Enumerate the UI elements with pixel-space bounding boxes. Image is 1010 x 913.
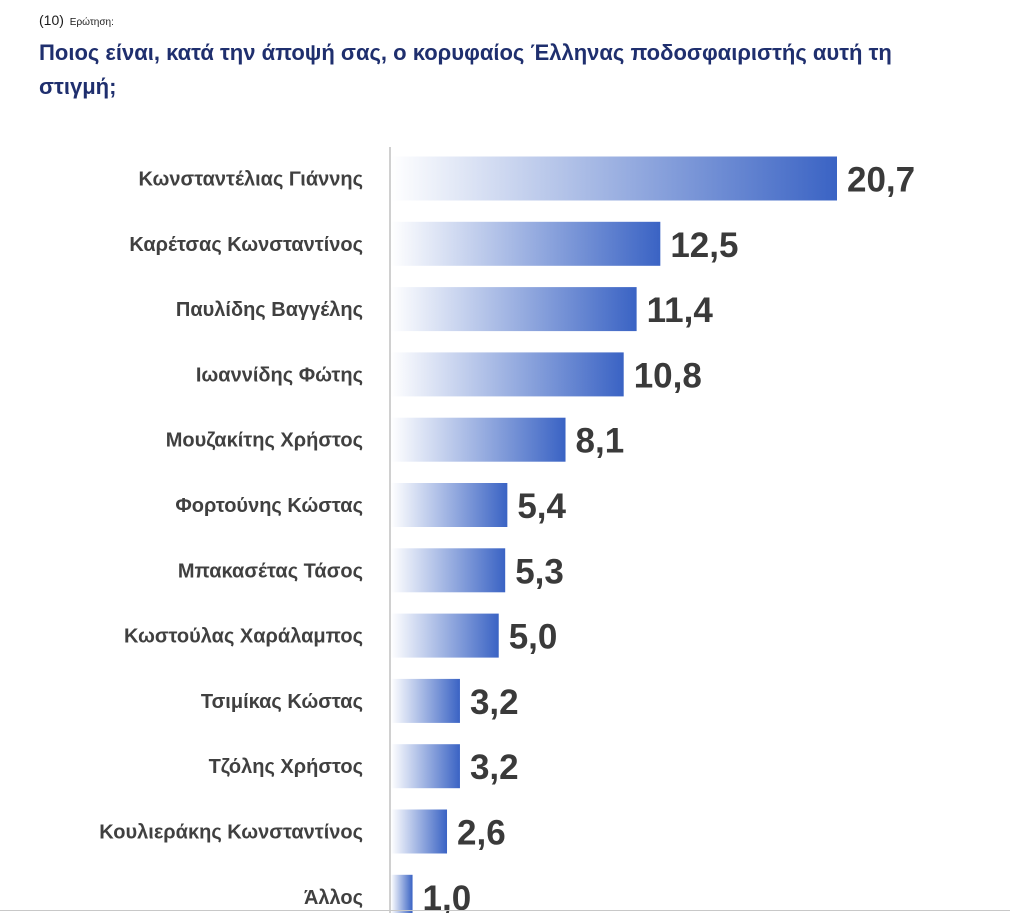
category-label: Μουζακίτης Χρήστος [166,430,363,452]
question-number: (10) Ερώτηση: [39,12,114,28]
category-label: Παυλίδης Βαγγέλης [176,299,363,321]
bar-group: Καρέτσας Κωνσταντίνος 12,5 [129,221,738,266]
value-label: 20,7 [847,161,915,200]
bar-group: Άλλος 1,0 [304,874,472,913]
category-label: Τζόλης Χρήστος [209,756,363,778]
question-number-text: (10) [39,12,64,28]
category-label: Τσιμίκας Κώστας [201,691,363,713]
value-label: 10,8 [634,356,702,395]
bar-group: Κωνσταντέλιας Γιάννης 20,7 [139,156,915,201]
category-label: Φορτούνης Κώστας [175,495,363,517]
question-label: Ερώτηση: [69,17,114,28]
value-label: 5,0 [509,618,558,657]
bar-group: Κουλιεράκης Κωνσταντίνος 2,6 [99,809,506,854]
value-label: 11,4 [647,291,714,330]
bar [391,156,837,201]
bar-group: Ιωαννίδης Φώτης 10,8 [196,352,702,397]
bar-group: Κωστούλας Χαράλαμπος 5,0 [124,613,558,658]
category-label: Κωστούλας Χαράλαμπος [124,626,363,648]
value-label: 1,0 [423,879,472,913]
bar [391,417,566,462]
value-label: 12,5 [670,226,738,265]
bar [391,221,661,266]
value-label: 3,2 [470,683,519,722]
bar-group: Τζόλης Χρήστος 3,2 [209,744,519,789]
bar [391,287,637,332]
bar [391,678,460,723]
value-label: 8,1 [576,422,625,461]
category-label: Κωνσταντέλιας Γιάννης [139,169,363,191]
category-label: Κουλιεράκης Κωνσταντίνος [99,822,363,844]
bar-group: Φορτούνης Κώστας 5,4 [175,483,567,527]
bottom-divider [0,910,1010,911]
bar-group: Παυλίδης Βαγγέλης 11,4 [176,287,714,332]
value-label: 5,4 [517,487,566,526]
category-label: Άλλος [304,887,363,909]
value-label: 3,2 [470,748,519,787]
bar-group: Μουζακίτης Χρήστος 8,1 [166,417,625,462]
bar [391,874,413,913]
bar [391,613,499,658]
bar-group: Τσιμίκας Κώστας 3,2 [201,678,519,723]
bar-group: Μπακασέτας Τάσος 5,3 [178,548,564,593]
bar [391,744,460,789]
value-label: 2,6 [457,814,506,853]
bar [391,548,506,593]
category-label: Ιωαννίδης Φώτης [196,364,363,386]
bar [391,483,508,527]
chart-title: Ποιος είναι, κατά την άποψή σας, ο κορυφ… [39,40,892,99]
value-label: 5,3 [515,552,564,591]
bar [391,352,624,397]
bar [391,809,448,854]
category-label: Καρέτσας Κωνσταντίνος [129,234,363,256]
category-label: Μπακασέτας Τάσος [178,560,363,582]
